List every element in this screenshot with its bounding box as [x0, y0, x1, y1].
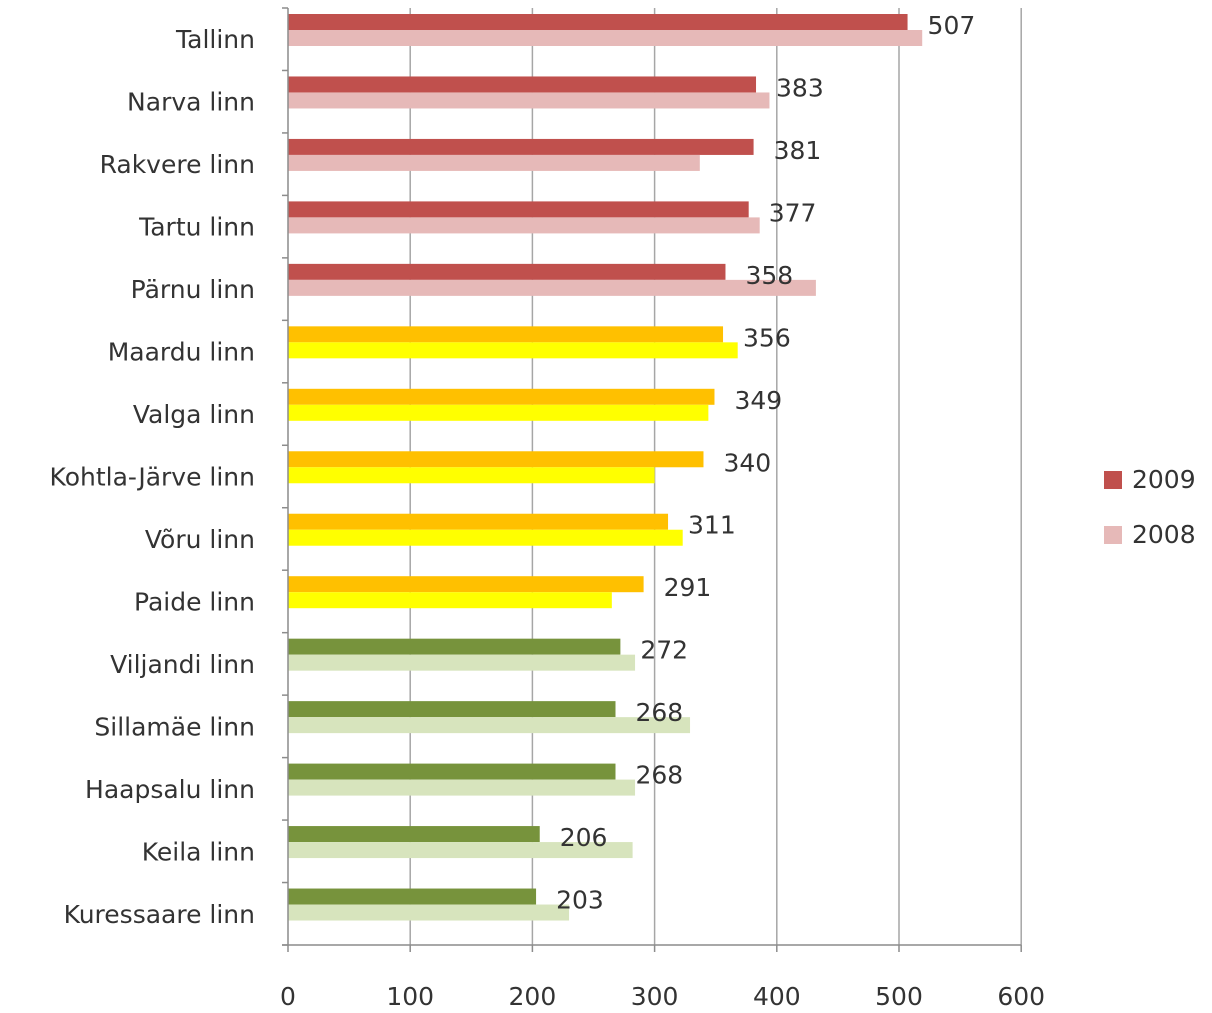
- bar-2008: [288, 279, 816, 296]
- bar-2009: [288, 14, 908, 30]
- data-label: 356: [743, 323, 791, 352]
- bar-2009: [288, 576, 644, 593]
- bar-2008: [288, 717, 691, 734]
- bar-2009: [288, 763, 616, 780]
- bar-2009: [288, 451, 704, 468]
- bar-2008: [288, 779, 636, 796]
- data-label: 268: [635, 761, 683, 790]
- bar-2008: [288, 654, 636, 671]
- bar-2008: [288, 904, 570, 921]
- bar-2009: [288, 263, 726, 280]
- bar-2008: [288, 842, 633, 859]
- bar-2008: [288, 30, 923, 46]
- legend: 2009 2008: [1104, 465, 1196, 549]
- x-tick-label: 300: [631, 982, 679, 1011]
- x-tick-label: 100: [386, 982, 434, 1011]
- data-label: 206: [560, 823, 608, 852]
- x-tick-label: 400: [753, 982, 801, 1011]
- legend-label: 2009: [1132, 465, 1196, 494]
- bar-2008: [288, 404, 709, 421]
- x-tick-label: 200: [509, 982, 557, 1011]
- legend-label: 2008: [1132, 520, 1196, 549]
- category-label: Narva linn: [127, 88, 255, 117]
- bar-2008: [288, 529, 683, 546]
- category-label: Paide linn: [134, 587, 255, 616]
- data-label: 268: [635, 698, 683, 727]
- data-label: 272: [640, 636, 688, 665]
- data-label: 383: [776, 73, 824, 102]
- bar-2008: [288, 342, 738, 359]
- bar-2009: [288, 513, 669, 530]
- bar-2008: [288, 592, 612, 609]
- category-label: Kuressaare linn: [64, 900, 255, 929]
- legend-swatch: [1104, 526, 1122, 544]
- category-label: Võru linn: [145, 525, 255, 554]
- category-label: Rakvere linn: [100, 150, 255, 179]
- bar-2009: [288, 76, 757, 93]
- data-label: 507: [928, 11, 976, 40]
- x-tick-label: 0: [280, 982, 296, 1011]
- category-label: Keila linn: [142, 837, 255, 866]
- labels: Tallinn 507 Narva linn 383 Rakvere linn 381 Ta…: [50, 11, 1046, 1011]
- data-label: 358: [745, 261, 793, 290]
- bar-2008: [288, 467, 655, 484]
- category-label: Sillamäe linn: [94, 712, 255, 741]
- x-tick-label: 500: [875, 982, 923, 1011]
- axes: [282, 7, 1022, 952]
- legend-swatch: [1104, 471, 1122, 489]
- bar-2008: [288, 154, 700, 171]
- data-label: 381: [774, 136, 822, 165]
- category-label: Kohtla-Järve linn: [50, 463, 255, 492]
- data-label: 377: [769, 198, 817, 227]
- x-tick-label: 600: [997, 982, 1045, 1011]
- bar-2009: [288, 826, 540, 843]
- data-label: 291: [664, 573, 712, 602]
- bar-2008: [288, 92, 770, 109]
- data-label: 203: [556, 886, 604, 915]
- category-label: Tartu linn: [138, 213, 255, 242]
- data-label: 311: [688, 511, 736, 540]
- data-label: 340: [723, 448, 771, 477]
- bar-2009: [288, 638, 621, 655]
- category-label: Haapsalu linn: [85, 775, 255, 804]
- category-label: Tallinn: [175, 25, 255, 54]
- bar-2009: [288, 138, 754, 155]
- bar-2009: [288, 201, 749, 218]
- bar-2009: [288, 388, 715, 405]
- category-label: Valga linn: [133, 400, 255, 429]
- category-label: Viljandi linn: [110, 650, 255, 679]
- category-label: Pärnu linn: [131, 275, 255, 304]
- bar-2009: [288, 888, 537, 905]
- bar-2008: [288, 217, 760, 234]
- data-label: 349: [734, 386, 782, 415]
- category-label: Maardu linn: [108, 338, 255, 367]
- bar-2009: [288, 326, 724, 343]
- bar-2009: [288, 701, 616, 718]
- bars: [288, 14, 923, 921]
